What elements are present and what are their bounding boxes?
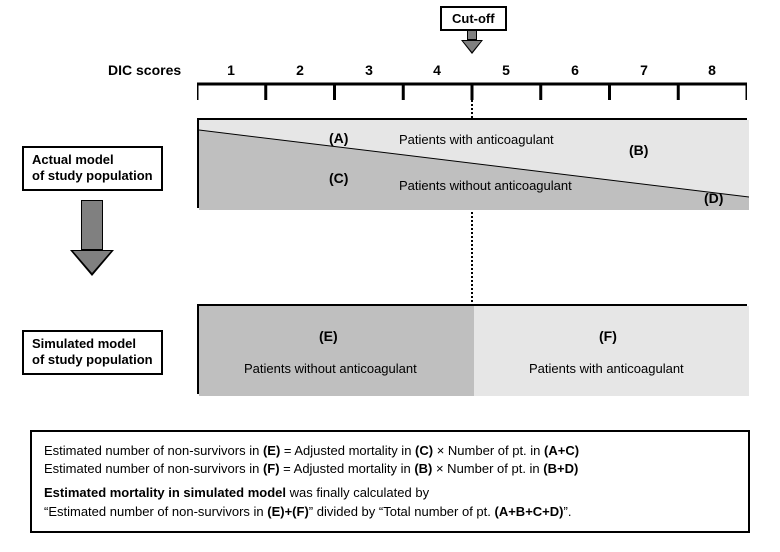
actual-top-text: Patients with anticoagulant xyxy=(399,132,554,147)
cutoff-label: Cut-off xyxy=(452,11,495,26)
explain-line-4: “Estimated number of non-survivors in (E… xyxy=(44,503,736,521)
simulated-side-label: Simulated model of study population xyxy=(22,330,163,375)
explanation-box: Estimated number of non-survivors in (E)… xyxy=(30,430,750,533)
down-arrow-icon xyxy=(70,200,114,276)
region-E-label: (E) xyxy=(319,328,338,344)
tick-6: 6 xyxy=(571,62,579,78)
region-F-label: (F) xyxy=(599,328,617,344)
region-C-label: (C) xyxy=(329,170,348,186)
cutoff-label-box: Cut-off xyxy=(440,6,507,31)
tick-3: 3 xyxy=(365,62,373,78)
tick-4: 4 xyxy=(433,62,441,78)
actual-bottom-text: Patients without anticoagulant xyxy=(399,178,572,193)
region-D-label: (D) xyxy=(704,190,723,206)
tick-2: 2 xyxy=(296,62,304,78)
dic-scores-label: DIC scores xyxy=(108,62,181,78)
explain-line-3: Estimated mortality in simulated model w… xyxy=(44,484,736,502)
region-B-label: (B) xyxy=(629,142,648,158)
dic-axis-icon xyxy=(197,80,747,102)
cutoff-arrow-icon xyxy=(461,30,483,54)
diagram-canvas: Cut-off DIC scores 1 2 3 4 5 6 7 8 (A) (… xyxy=(0,0,780,552)
tick-1: 1 xyxy=(227,62,235,78)
region-A-label: (A) xyxy=(329,130,348,146)
sim-left-text: Patients without anticoagulant xyxy=(244,361,417,376)
sim-right-text: Patients with anticoagulant xyxy=(529,361,684,376)
actual-model-box: (A) (B) (C) (D) Patients with anticoagul… xyxy=(197,118,747,208)
tick-8: 8 xyxy=(708,62,716,78)
tick-7: 7 xyxy=(640,62,648,78)
explain-line-2: Estimated number of non-survivors in (F)… xyxy=(44,460,736,478)
explain-line-1: Estimated number of non-survivors in (E)… xyxy=(44,442,736,460)
actual-side-label: Actual model of study population xyxy=(22,146,163,191)
tick-5: 5 xyxy=(502,62,510,78)
simulated-model-box: (E) (F) Patients without anticoagulant P… xyxy=(197,304,747,394)
